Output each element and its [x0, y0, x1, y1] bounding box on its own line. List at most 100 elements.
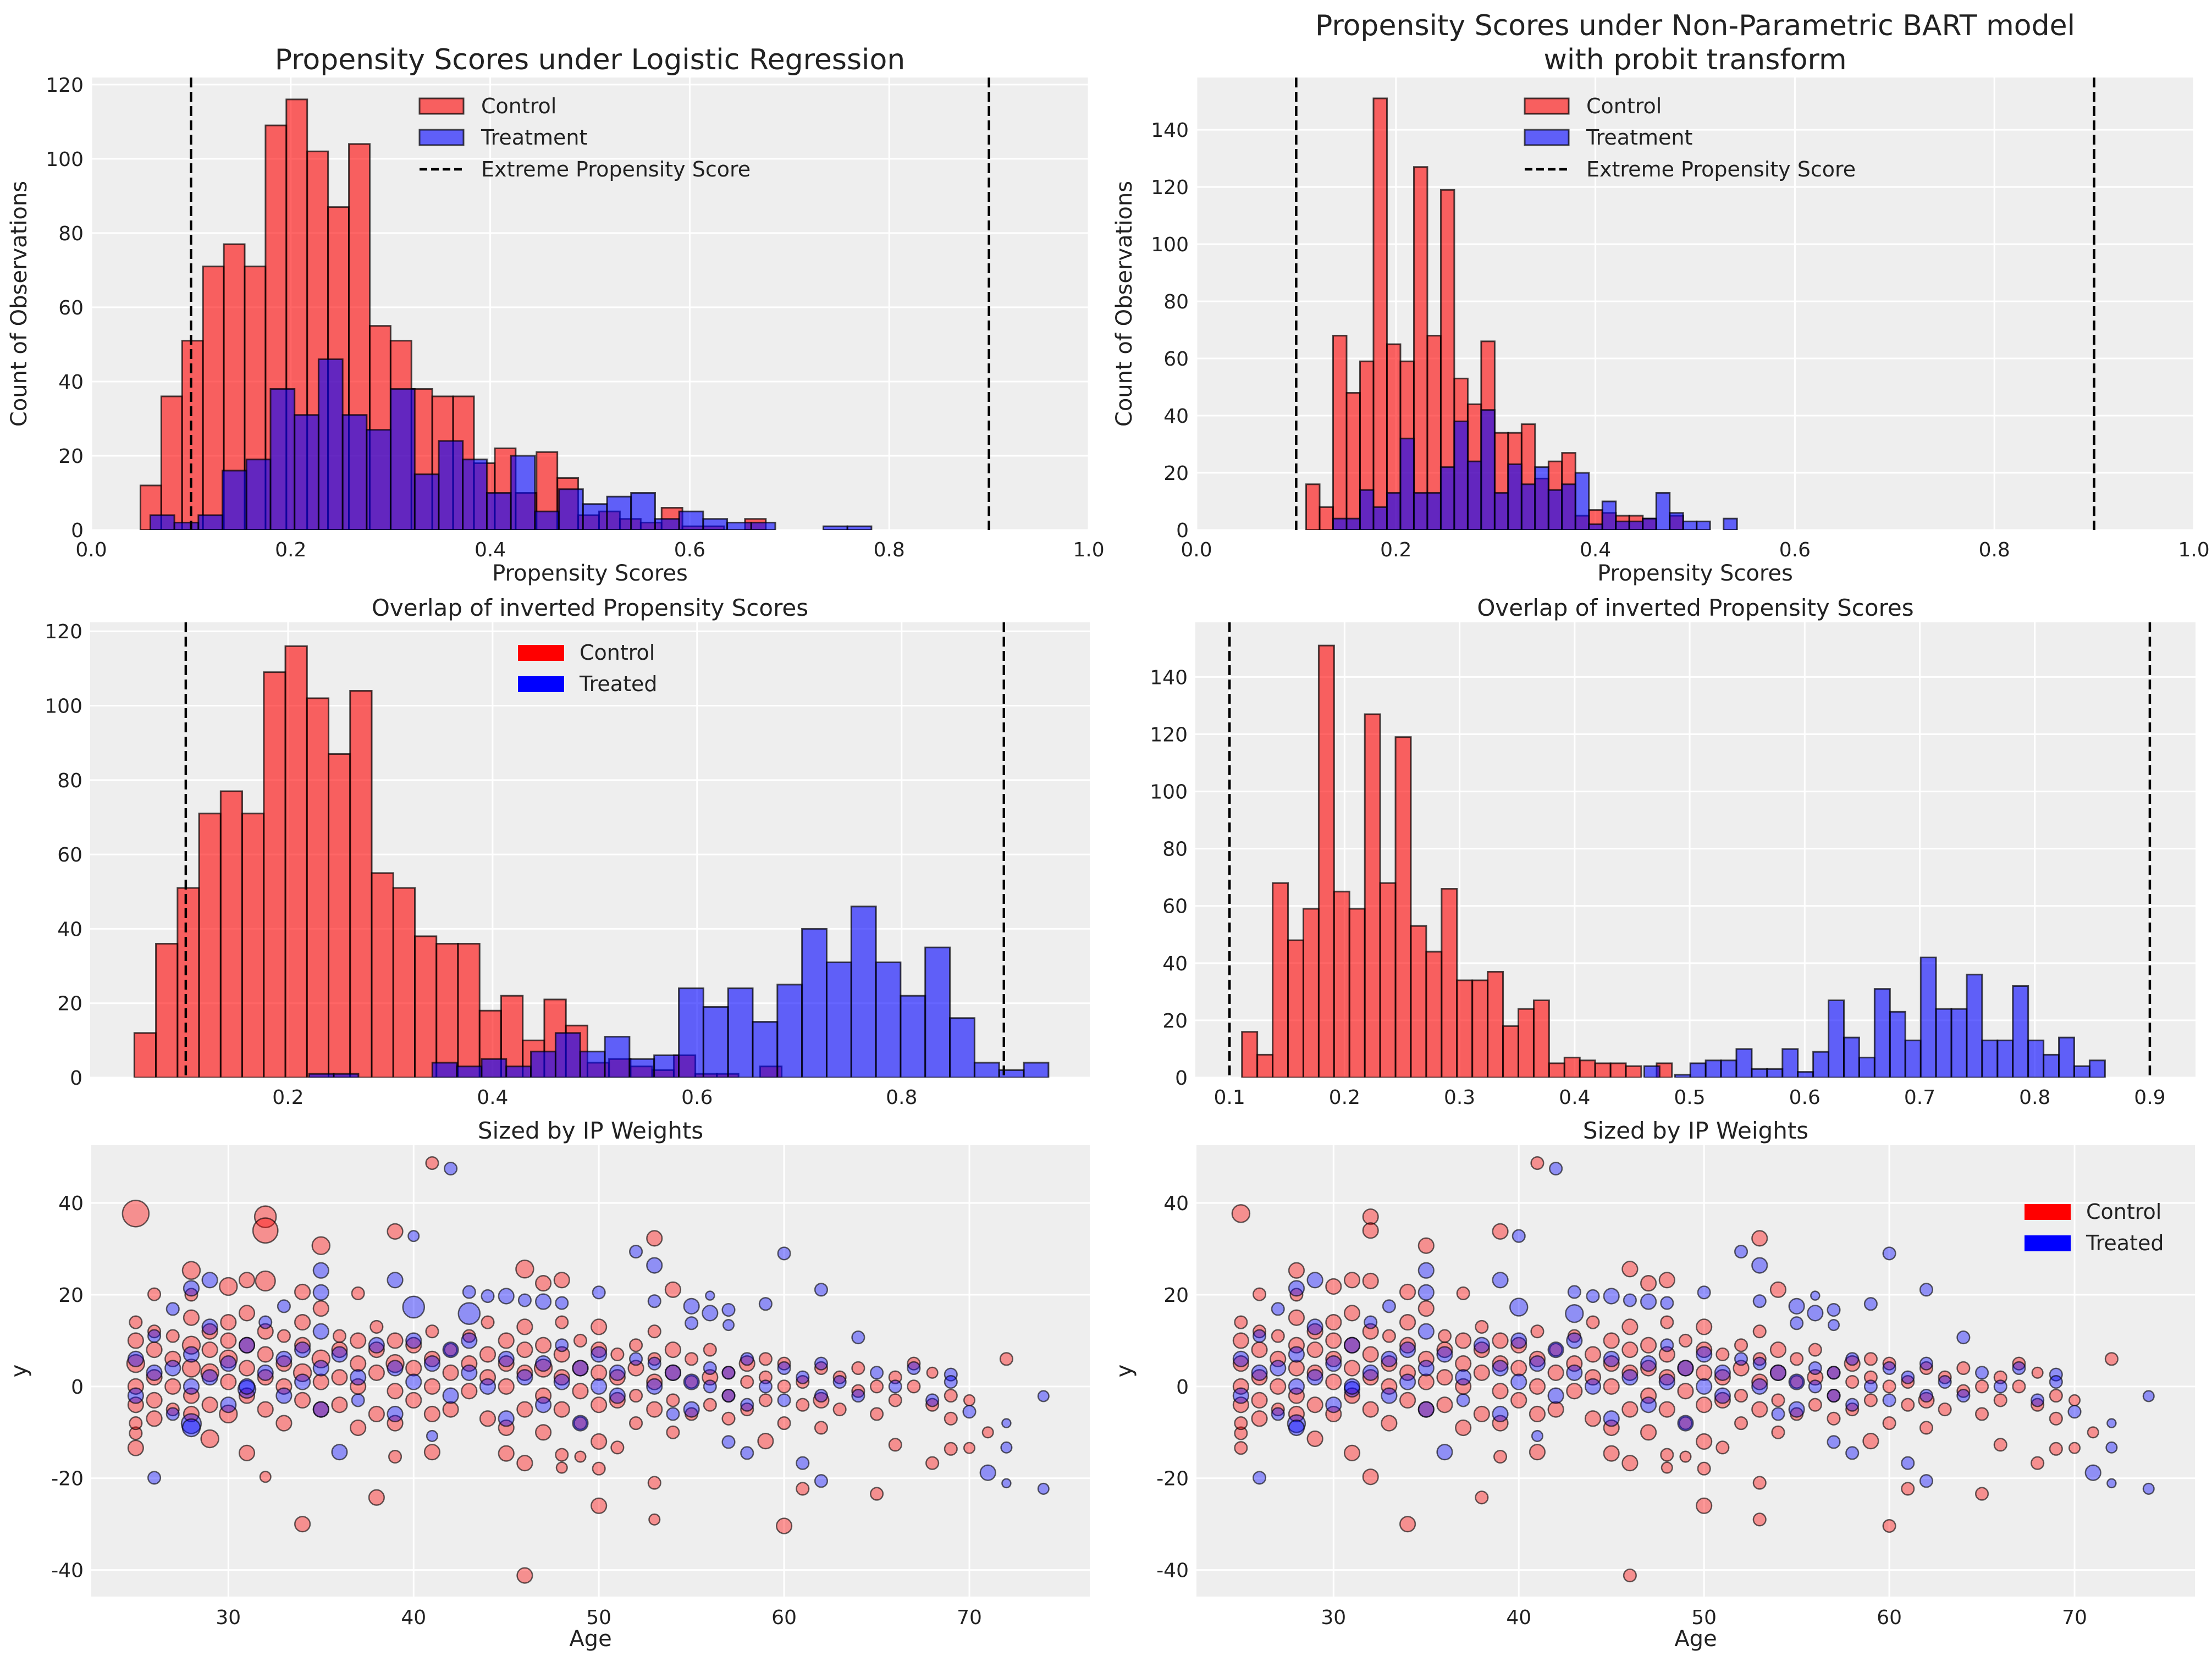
y-tick-label: 140: [1151, 119, 1189, 142]
x-tick-label: 0.8: [2019, 1086, 2050, 1109]
control-point: [1492, 1223, 1509, 1240]
control-point: [1289, 1288, 1304, 1302]
control-bar: [414, 935, 438, 1078]
control-point: [164, 1378, 181, 1395]
treated-bar: [1996, 1039, 2014, 1078]
control-point: [1658, 1272, 1675, 1289]
control-point: [368, 1405, 385, 1423]
control-point: [1399, 1313, 1416, 1331]
control-point: [553, 1369, 570, 1386]
y-tick-label: -40: [1156, 1560, 1189, 1582]
treated-point: [555, 1338, 569, 1352]
x-tick-label: 0.6: [674, 539, 705, 561]
control-point: [1232, 1332, 1249, 1349]
control-point: [129, 1315, 143, 1329]
control-point: [1901, 1374, 1915, 1389]
treated-point: [1660, 1338, 1674, 1352]
treated-point: [1270, 1360, 1287, 1377]
treated-bar: [1493, 492, 1509, 530]
treated-bar: [1689, 1062, 1707, 1078]
treated-bar: [269, 388, 296, 530]
treated-point: [1696, 1346, 1713, 1363]
y-tick-label: 120: [45, 621, 82, 643]
treated-point: [1531, 1429, 1543, 1443]
treated-point: [442, 1387, 459, 1404]
control-point: [1473, 1341, 1490, 1359]
control-bar: [1579, 1059, 1596, 1078]
control-point: [425, 1156, 439, 1170]
control-bar: [1372, 97, 1388, 530]
treated-point: [517, 1293, 532, 1307]
treated-point: [1271, 1407, 1285, 1421]
treated-point: [647, 1294, 661, 1308]
control-point: [127, 1396, 144, 1413]
treated-point: [402, 1295, 426, 1319]
control-point: [425, 1324, 439, 1339]
control-point: [1306, 1364, 1323, 1381]
y-tick-label: 20: [1162, 1010, 1188, 1032]
treated-point: [2049, 1367, 2063, 1382]
control-point: [1938, 1370, 1952, 1384]
control-point: [1231, 1204, 1251, 1223]
control-point: [1640, 1387, 1657, 1404]
control-point: [2104, 1352, 2119, 1366]
treated-bar: [630, 492, 656, 530]
treated-point: [183, 1378, 200, 1395]
control-point: [1734, 1338, 1748, 1352]
treated-point: [1492, 1405, 1509, 1423]
treated-point: [1288, 1280, 1305, 1297]
treated-bar: [654, 518, 680, 530]
control-point: [888, 1393, 902, 1407]
control-point: [1381, 1355, 1398, 1372]
control-point: [1232, 1378, 1249, 1395]
control-point: [1844, 1355, 1861, 1372]
control-point: [1974, 1487, 1989, 1501]
treated-point: [1232, 1350, 1249, 1367]
control-point: [646, 1401, 663, 1418]
treated-point: [127, 1387, 144, 1404]
control-point: [200, 1363, 219, 1383]
treated-point: [1251, 1364, 1268, 1381]
control-point: [368, 1489, 385, 1506]
legend-label: Control: [481, 94, 556, 118]
treated-point: [758, 1379, 773, 1394]
control-point: [1621, 1261, 1639, 1278]
treated-point: [1640, 1355, 1657, 1372]
control-point: [813, 1392, 830, 1409]
y-tick-label: 120: [46, 74, 84, 97]
treated-point: [1807, 1305, 1824, 1322]
y-tick-label: 60: [58, 297, 84, 319]
control-point: [2068, 1442, 2081, 1454]
treated-point: [1751, 1257, 1768, 1274]
treated-point: [944, 1374, 958, 1389]
treated-point: [1901, 1370, 1915, 1384]
control-bar: [1594, 1062, 1612, 1078]
control-point: [888, 1438, 902, 1452]
legend: Control Treatment Extreme Propensity Score: [1524, 94, 1856, 181]
treated-point: [1417, 1360, 1435, 1377]
treated-point: [888, 1379, 902, 1394]
treated-point: [646, 1378, 663, 1395]
y-tick-label: -40: [51, 1560, 84, 1582]
treated-bar: [846, 525, 873, 530]
control-point: [591, 1433, 608, 1450]
treated-point: [1734, 1352, 1748, 1366]
control-point: [1234, 1416, 1248, 1431]
treated-bar: [1453, 420, 1469, 530]
treated-bar: [628, 1058, 655, 1078]
treated-bar: [510, 455, 536, 530]
treated-point: [516, 1369, 533, 1386]
treated-point: [294, 1373, 311, 1390]
x-tick-label: 0.0: [1181, 539, 1212, 561]
y-tick-label: 80: [1162, 838, 1188, 861]
treated-point: [1956, 1330, 1971, 1345]
control-point: [294, 1337, 311, 1354]
control-point: [1566, 1355, 1583, 1372]
control-point: [275, 1355, 293, 1372]
control-point: [1288, 1387, 1305, 1404]
treated-point: [1417, 1262, 1435, 1279]
x-tick-label: 1.0: [2178, 539, 2209, 561]
x-tick-label: 0.4: [1580, 539, 1611, 561]
control-point: [869, 1407, 884, 1421]
treated-bar: [1843, 1036, 1860, 1078]
